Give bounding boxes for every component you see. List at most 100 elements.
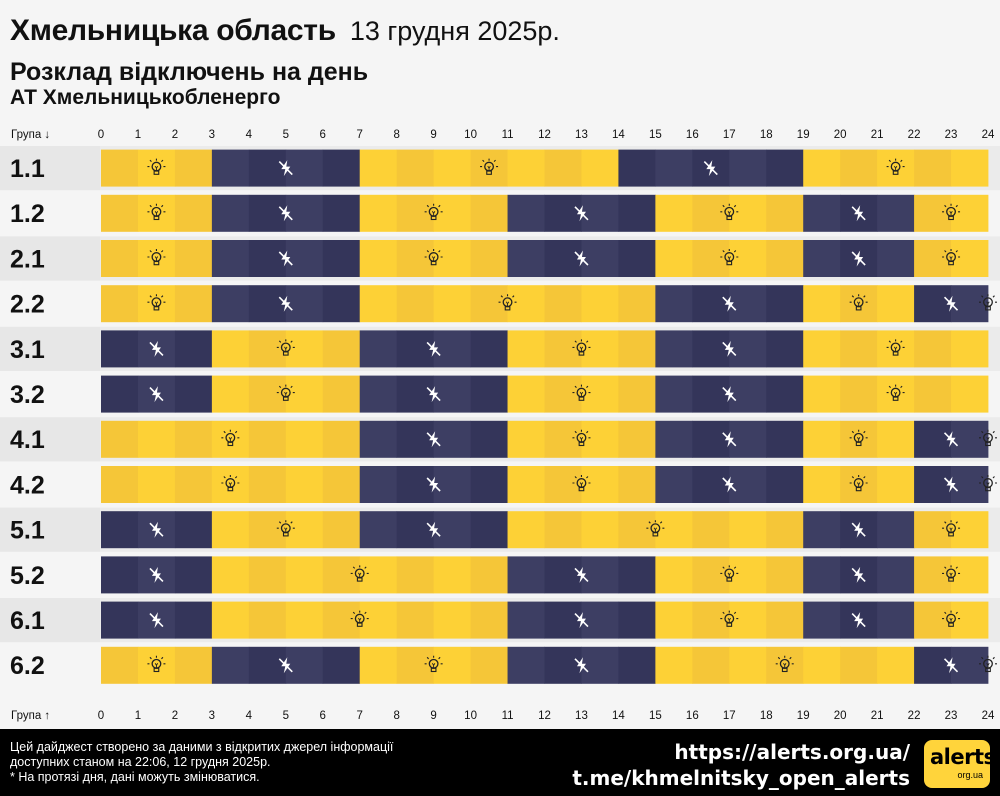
group-label-cell — [0, 191, 100, 236]
power-off-cell — [581, 556, 619, 594]
no-power-icon — [149, 521, 164, 538]
power-off-cell — [618, 194, 656, 232]
power-on-cell — [951, 601, 989, 639]
group-label-cell — [0, 462, 100, 507]
group-label: 5.2 — [10, 562, 45, 590]
power-off-cell — [248, 240, 287, 277]
no-power-icon — [574, 612, 589, 629]
hour-tick-label: 13 — [575, 129, 588, 141]
title-line: Хмельницька область 13 грудня 2025р. — [10, 14, 560, 48]
light-bulb-icon — [979, 475, 997, 492]
power-on-cell — [581, 285, 619, 323]
power-off-cell — [396, 330, 435, 368]
no-power-icon — [722, 386, 737, 403]
hour-tick-label: 5 — [283, 129, 289, 141]
power-on-cell — [840, 330, 878, 368]
footer-note-line: доступних станом на 22:06, 12 грудня 202… — [10, 755, 271, 769]
power-off-cell — [914, 420, 952, 458]
power-on-cell — [618, 420, 656, 458]
power-off-cell — [951, 646, 989, 684]
power-on-cell — [322, 466, 361, 503]
light-bulb-icon — [147, 655, 166, 673]
group-label: 6.1 — [10, 607, 45, 635]
power-off-cell — [470, 375, 508, 413]
power-off-cell — [877, 194, 915, 232]
power-on-cell — [396, 556, 435, 594]
hour-tick-label: 5 — [283, 710, 289, 722]
power-on-cell — [655, 194, 693, 232]
power-off-cell — [581, 240, 619, 277]
power-off-cell — [101, 601, 139, 639]
power-on-cell — [359, 240, 398, 277]
power-off-cell — [248, 149, 287, 187]
power-on-cell — [174, 240, 213, 277]
hour-tick-label: 12 — [538, 710, 551, 722]
power-off-cell — [766, 375, 804, 413]
footer-links: https://alerts.org.ua/ t.me/khmelnitsky_… — [572, 739, 910, 791]
power-off-cell — [729, 285, 767, 323]
site-link[interactable]: https://alerts.org.ua/ — [674, 740, 910, 764]
power-on-cell — [544, 466, 582, 503]
power-off-cell — [470, 420, 508, 458]
no-power-icon — [943, 295, 959, 312]
power-on-cell — [914, 375, 952, 413]
power-off-cell — [433, 511, 471, 549]
light-bulb-icon — [147, 294, 166, 311]
light-bulb-icon — [572, 384, 591, 401]
group-label-cell — [0, 372, 100, 417]
power-off-cell — [581, 646, 619, 684]
power-on-cell — [877, 285, 915, 323]
power-on-cell — [655, 601, 693, 639]
footer-note: Цей дайджест створено за даними з відкри… — [10, 740, 530, 785]
hour-tick-label: 11 — [502, 129, 514, 141]
power-off-cell — [211, 285, 250, 323]
schedule-date: 13 грудня 2025р. — [349, 16, 560, 46]
power-on-cell — [433, 556, 471, 594]
no-power-icon — [149, 340, 164, 357]
power-on-cell — [174, 646, 213, 684]
light-bulb-icon — [886, 384, 905, 401]
power-on-cell — [581, 149, 619, 187]
power-off-cell — [285, 240, 324, 277]
hour-tick-label: 4 — [246, 129, 253, 141]
power-on-cell — [248, 601, 287, 639]
footer-note-line: * На протязі дня, дані можуть змінюватис… — [10, 770, 260, 784]
power-on-cell — [692, 194, 730, 232]
telegram-link[interactable]: t.me/khmelnitsky_open_alerts — [572, 766, 910, 790]
power-on-cell — [692, 646, 730, 684]
power-off-cell — [766, 466, 804, 503]
power-on-cell — [840, 646, 878, 684]
power-on-cell — [285, 330, 324, 368]
hour-tick-label: 17 — [723, 710, 736, 722]
power-off-cell — [507, 646, 545, 684]
hour-tick-label: 15 — [649, 710, 662, 722]
light-bulb-icon — [849, 294, 868, 311]
no-power-icon — [574, 566, 589, 583]
alerts-logo[interactable]: alerts org.ua — [924, 740, 996, 788]
group-axis-label: Група ↓ — [11, 129, 50, 141]
power-on-cell — [951, 240, 989, 277]
power-off-cell — [655, 375, 693, 413]
power-off-cell — [470, 511, 508, 549]
power-off-cell — [951, 285, 989, 323]
light-bulb-icon — [942, 610, 961, 627]
power-on-cell — [914, 330, 952, 368]
hour-tick-label: 10 — [464, 129, 477, 141]
power-off-cell — [655, 285, 693, 323]
power-on-cell — [507, 511, 545, 549]
light-bulb-icon — [646, 520, 665, 537]
power-off-cell — [544, 601, 582, 639]
hour-tick-label: 12 — [538, 129, 551, 141]
power-on-cell — [285, 511, 324, 549]
logo-subtext: org.ua — [957, 770, 983, 780]
power-on-cell — [433, 194, 471, 232]
light-bulb-icon — [424, 655, 443, 673]
group-label: 3.1 — [10, 336, 45, 364]
power-off-cell — [544, 556, 582, 594]
power-on-cell — [655, 240, 693, 277]
page-subtitle: Розклад відключень на день — [10, 58, 369, 86]
power-off-cell — [174, 330, 213, 368]
light-bulb-icon — [276, 520, 295, 537]
power-on-cell — [359, 194, 398, 232]
power-off-cell — [803, 601, 841, 639]
